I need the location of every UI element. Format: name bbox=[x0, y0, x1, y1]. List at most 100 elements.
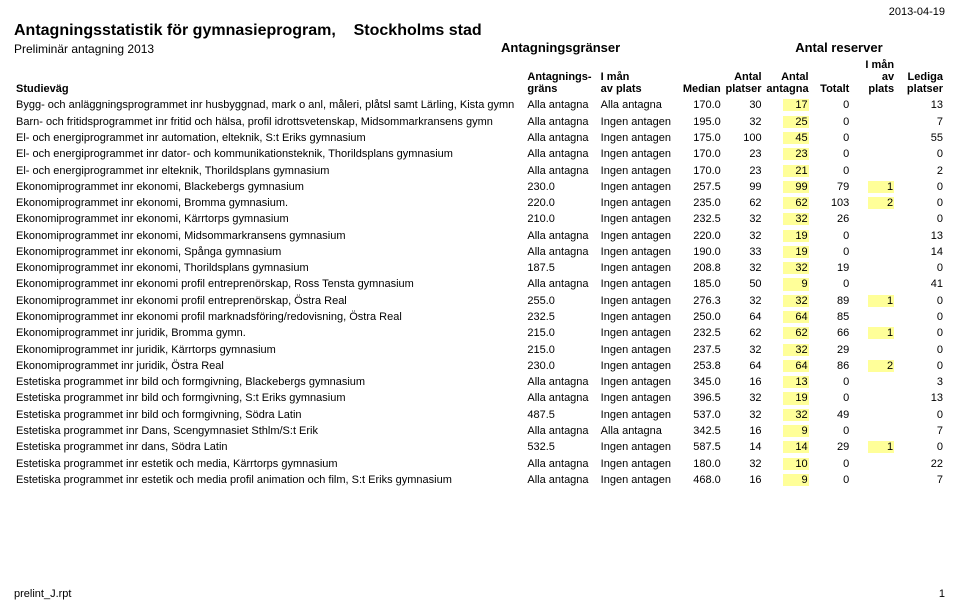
cell-lediga: 0 bbox=[896, 260, 945, 276]
cell-grans: 532.5 bbox=[525, 439, 598, 455]
cell-reserve-iman bbox=[851, 114, 896, 130]
cell-median: 342.5 bbox=[680, 423, 723, 439]
cell-platser: 16 bbox=[723, 374, 764, 390]
cell-iman: Alla antagna bbox=[599, 97, 680, 113]
cell-study: Barn- och fritidsprogrammet inr fritid o… bbox=[14, 114, 525, 130]
cell-median: 195.0 bbox=[680, 114, 723, 130]
cell-median: 345.0 bbox=[680, 374, 723, 390]
cell-totalt: 0 bbox=[811, 472, 852, 488]
cell-platser: 32 bbox=[723, 260, 764, 276]
cell-iman: Ingen antagen bbox=[599, 358, 680, 374]
cell-platser: 32 bbox=[723, 228, 764, 244]
cell-antagna: 9 bbox=[764, 423, 811, 439]
cell-antagna: 21 bbox=[764, 162, 811, 178]
cell-antagna: 23 bbox=[764, 146, 811, 162]
cell-totalt: 29 bbox=[811, 342, 852, 358]
cell-platser: 32 bbox=[723, 455, 764, 471]
cell-study: Estetiska programmet inr bild och formgi… bbox=[14, 407, 525, 423]
th-antagna: Antalantagna bbox=[764, 57, 811, 97]
cell-reserve-iman bbox=[851, 97, 896, 113]
page-footer: prelint_J.rpt 1 bbox=[14, 588, 945, 600]
cell-totalt: 0 bbox=[811, 114, 852, 130]
cell-reserve-iman bbox=[851, 228, 896, 244]
cell-reserve-iman bbox=[851, 130, 896, 146]
cell-iman: Ingen antagen bbox=[599, 114, 680, 130]
cell-platser: 23 bbox=[723, 162, 764, 178]
footer-page-number: 1 bbox=[939, 588, 945, 600]
footer-filename: prelint_J.rpt bbox=[14, 588, 71, 600]
cell-reserve-iman bbox=[851, 390, 896, 406]
cell-lediga: 7 bbox=[896, 114, 945, 130]
cell-study: El- och energiprogrammet inr dator- och … bbox=[14, 146, 525, 162]
th-iman: I månav plats bbox=[599, 57, 680, 97]
cell-grans: Alla antagna bbox=[525, 146, 598, 162]
table-row: El- och energiprogrammet inr automation,… bbox=[14, 130, 945, 146]
table-row: Barn- och fritidsprogrammet inr fritid o… bbox=[14, 114, 945, 130]
table-row: Ekonomiprogrammet inr ekonomi, Bromma gy… bbox=[14, 195, 945, 211]
cell-antagna: 32 bbox=[764, 342, 811, 358]
cell-antagna: 64 bbox=[764, 358, 811, 374]
cell-study: Estetiska programmet inr dans, Södra Lat… bbox=[14, 439, 525, 455]
table-row: El- och energiprogrammet inr dator- och … bbox=[14, 146, 945, 162]
cell-totalt: 66 bbox=[811, 325, 852, 341]
cell-totalt: 86 bbox=[811, 358, 852, 374]
cell-platser: 50 bbox=[723, 276, 764, 292]
cell-study: Bygg- och anläggningsprogrammet inr husb… bbox=[14, 97, 525, 113]
cell-antagna: 9 bbox=[764, 276, 811, 292]
cell-totalt: 0 bbox=[811, 423, 852, 439]
cell-antagna: 32 bbox=[764, 293, 811, 309]
cell-totalt: 0 bbox=[811, 390, 852, 406]
cell-antagna: 99 bbox=[764, 179, 811, 195]
cell-median: 276.3 bbox=[680, 293, 723, 309]
cell-totalt: 0 bbox=[811, 228, 852, 244]
cell-reserve-iman bbox=[851, 455, 896, 471]
cell-platser: 32 bbox=[723, 293, 764, 309]
table-row: Estetiska programmet inr Dans, Scengymna… bbox=[14, 423, 945, 439]
cell-iman: Ingen antagen bbox=[599, 325, 680, 341]
cell-antagna: 32 bbox=[764, 211, 811, 227]
cell-antagna: 19 bbox=[764, 228, 811, 244]
table-row: Bygg- och anläggningsprogrammet inr husb… bbox=[14, 97, 945, 113]
table-row: Estetiska programmet inr estetik och med… bbox=[14, 472, 945, 488]
table-row: Estetiska programmet inr bild och formgi… bbox=[14, 407, 945, 423]
cell-median: 208.8 bbox=[680, 260, 723, 276]
th-lediga: Ledigaplatser bbox=[896, 57, 945, 97]
cell-iman: Ingen antagen bbox=[599, 162, 680, 178]
cell-study: Estetiska programmet inr bild och formgi… bbox=[14, 390, 525, 406]
title-part-b: Stockholms stad bbox=[354, 22, 482, 39]
cell-grans: Alla antagna bbox=[525, 472, 598, 488]
report-date: 2013-04-19 bbox=[889, 6, 945, 18]
cell-iman: Ingen antagen bbox=[599, 342, 680, 358]
cell-antagna: 10 bbox=[764, 455, 811, 471]
cell-median: 468.0 bbox=[680, 472, 723, 488]
cell-lediga: 41 bbox=[896, 276, 945, 292]
cell-platser: 64 bbox=[723, 309, 764, 325]
cell-totalt: 85 bbox=[811, 309, 852, 325]
cell-platser: 100 bbox=[723, 130, 764, 146]
cell-antagna: 62 bbox=[764, 195, 811, 211]
cell-iman: Alla antagna bbox=[599, 423, 680, 439]
cell-median: 190.0 bbox=[680, 244, 723, 260]
cell-grans: 255.0 bbox=[525, 293, 598, 309]
cell-grans: 232.5 bbox=[525, 309, 598, 325]
cell-reserve-iman bbox=[851, 423, 896, 439]
cell-totalt: 29 bbox=[811, 439, 852, 455]
cell-antagna: 13 bbox=[764, 374, 811, 390]
cell-grans: 215.0 bbox=[525, 325, 598, 341]
cell-median: 237.5 bbox=[680, 342, 723, 358]
table-row: Ekonomiprogrammet inr ekonomi profil mar… bbox=[14, 309, 945, 325]
cell-reserve-iman: 1 bbox=[851, 293, 896, 309]
cell-platser: 14 bbox=[723, 439, 764, 455]
cell-antagna: 25 bbox=[764, 114, 811, 130]
cell-median: 170.0 bbox=[680, 146, 723, 162]
cell-antagna: 19 bbox=[764, 390, 811, 406]
cell-antagna: 17 bbox=[764, 97, 811, 113]
cell-study: Ekonomiprogrammet inr ekonomi, Midsommar… bbox=[14, 228, 525, 244]
th-median: Median bbox=[680, 57, 723, 97]
cell-reserve-iman bbox=[851, 244, 896, 260]
cell-grans: 220.0 bbox=[525, 195, 598, 211]
table-row: Ekonomiprogrammet inr ekonomi, Kärrtorps… bbox=[14, 211, 945, 227]
cell-reserve-iman bbox=[851, 472, 896, 488]
cell-median: 170.0 bbox=[680, 162, 723, 178]
cell-platser: 99 bbox=[723, 179, 764, 195]
